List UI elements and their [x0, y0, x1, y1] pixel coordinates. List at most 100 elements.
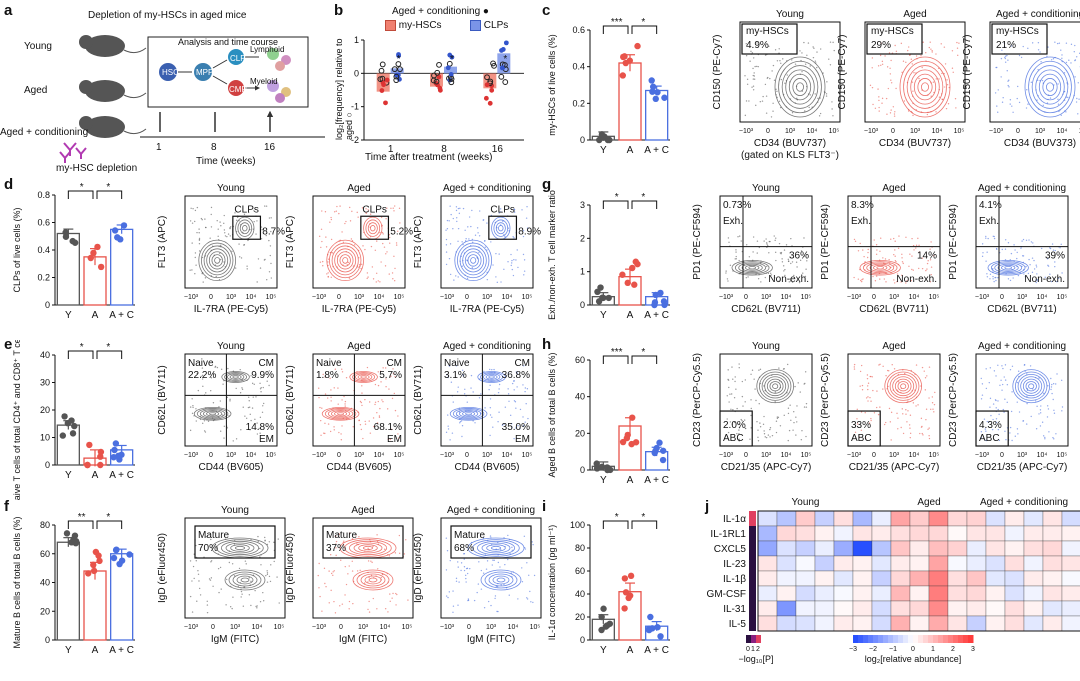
heatmap-cell: [890, 525, 911, 542]
event-dot: [202, 422, 204, 425]
flow-x-tick: −10³: [989, 128, 1004, 135]
event-dot: [1050, 388, 1052, 391]
event-dot: [460, 562, 463, 564]
cscale-swatch: [853, 635, 859, 643]
y-tick-label: 80: [575, 543, 585, 553]
event-dot: [461, 425, 464, 427]
data-point: [111, 446, 118, 454]
event-dot: [319, 406, 321, 409]
event-dot: [938, 96, 941, 98]
event-dot: [1026, 402, 1028, 405]
event-dot: [860, 411, 863, 413]
event-dot: [901, 274, 903, 277]
event-dot: [333, 387, 335, 389]
event-dot: [1012, 111, 1014, 113]
panel-a-diagram: [59, 35, 325, 163]
event-dot: [245, 563, 247, 565]
event-dot: [804, 110, 806, 112]
event-dot: [797, 382, 799, 384]
sig-bracket: [602, 25, 629, 34]
event-dot: [471, 209, 473, 212]
heatmap-cell: [890, 585, 911, 602]
event-dot: [926, 375, 928, 377]
contour: [1035, 69, 1065, 105]
event-dot: [995, 418, 998, 420]
event-dot: [909, 54, 911, 56]
cmp-label: CMP: [229, 85, 247, 94]
event-dot: [265, 205, 268, 207]
data-point: [631, 281, 638, 288]
event-dot: [377, 384, 380, 387]
event-dot: [762, 423, 765, 426]
event-dot: [469, 567, 471, 570]
event-dot: [365, 212, 367, 214]
event-dot: [995, 279, 997, 282]
event-dot: [210, 560, 213, 562]
event-dot: [775, 431, 778, 434]
event-dot: [202, 281, 204, 283]
contour: [326, 239, 365, 282]
event-dot: [344, 594, 346, 596]
event-dot: [1006, 70, 1008, 72]
event-dot: [990, 414, 992, 417]
event-dot: [938, 78, 940, 80]
event-dot: [988, 381, 990, 384]
event-dot: [929, 259, 932, 261]
event-dot: [1004, 379, 1007, 381]
heatmap-cell: [757, 615, 778, 632]
data-point: [627, 572, 635, 580]
y-tick-label: 2: [580, 233, 585, 243]
event-dot: [394, 409, 397, 412]
event-dot: [931, 402, 934, 404]
event-dot: [493, 368, 495, 371]
sig-bracket: [67, 520, 94, 529]
contour: [199, 409, 226, 419]
event-dot: [903, 100, 906, 102]
heatmap-row-label: IL-1β: [723, 574, 746, 585]
event-dot: [1035, 428, 1038, 430]
heatmap-cell: [757, 525, 778, 542]
event-dot: [489, 368, 491, 371]
event-dot: [999, 384, 1001, 387]
event-dot: [218, 591, 220, 594]
event-dot: [756, 421, 758, 423]
event-dot: [499, 566, 501, 568]
data-point-aged: [502, 79, 509, 85]
event-dot: [879, 363, 881, 365]
event-dot: [321, 260, 324, 263]
cscale-swatch: [938, 635, 944, 643]
mouse-aged-icon: [79, 80, 147, 102]
data-point-aged: [433, 78, 440, 85]
event-dot: [373, 425, 375, 428]
flow-x-tick: 0: [872, 452, 876, 459]
event-dot: [997, 400, 999, 402]
event-dot: [472, 420, 474, 422]
event-dot: [345, 376, 348, 379]
flow-ylabel: FLT3 (APC): [413, 216, 424, 269]
contour: [492, 575, 510, 585]
heatmap-cell: [776, 525, 797, 542]
event-dot: [745, 100, 748, 102]
event-dot: [771, 70, 773, 72]
contour: [342, 257, 349, 264]
data-point: [126, 551, 133, 558]
event-dot: [452, 401, 454, 403]
bar: [56, 424, 80, 466]
data-point-aged: [448, 76, 455, 82]
heatmap-cell: [871, 600, 892, 617]
event-dot: [912, 244, 915, 247]
flow-x-tick: 0: [465, 452, 469, 459]
contour: [485, 374, 498, 380]
x-tick-label: Y: [600, 645, 607, 656]
heatmap-cell: [947, 510, 968, 527]
event-dot: [1016, 428, 1019, 430]
flow-frame: [312, 517, 414, 619]
contour: [1020, 376, 1043, 397]
event-dot: [790, 262, 792, 265]
heatmap-cell: [909, 570, 930, 587]
event-dot: [513, 437, 515, 440]
event-dot: [757, 436, 759, 438]
event-dot: [791, 59, 793, 61]
cscale-swatch: [928, 635, 934, 643]
event-dot: [516, 372, 518, 374]
